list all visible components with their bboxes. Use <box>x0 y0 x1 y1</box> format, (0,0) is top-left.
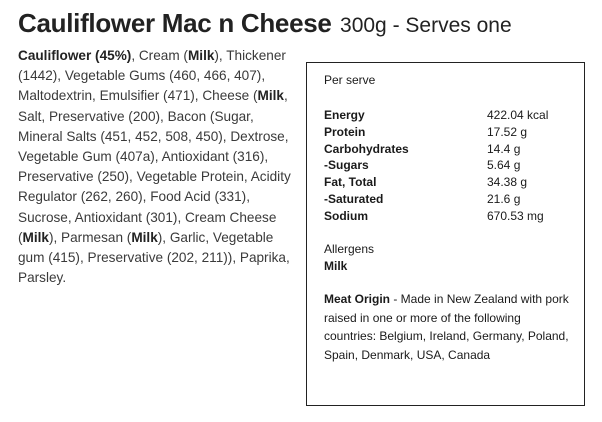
nutrient-value: 422.04 kcal <box>487 108 549 122</box>
per-serve-label: Per serve <box>324 73 376 87</box>
ingredients-list: Cauliflower (45%), Cream (Milk), Thicken… <box>18 46 300 288</box>
nutrient-name: Energy <box>324 108 365 122</box>
ingredient-text: ), Parmesan ( <box>48 229 132 245</box>
nutrient-value: 34.38 g <box>487 175 528 190</box>
meat-origin-section: Meat Origin - Made in New Zealand with p… <box>324 290 576 364</box>
nutrient-value: 670.53 mg <box>487 208 544 223</box>
nutrition-row: Carbohydrates 14.4 g <box>324 141 574 158</box>
nutrition-row: Fat, Total 34.38 g <box>324 174 574 191</box>
ingredient-text: , Salt, Preservative (200), Bacon (Sugar… <box>18 88 291 245</box>
nutrient-value: 14.4 g <box>487 141 521 156</box>
ingredient-text: ), Garlic, Vegetable gum (415), Preserva… <box>18 229 290 286</box>
nutrient-name: Fat, Total <box>324 175 377 190</box>
nutrient-name: Sodium <box>324 208 368 223</box>
product-size-serving: 300g - Serves one <box>340 14 512 37</box>
nutrition-panel: Per serve Energy 422.04 kcal Protein 17.… <box>306 62 585 406</box>
meat-origin-text: - Made in New Zealand with pork raised i… <box>324 292 569 362</box>
ingredient-highlight: Milk <box>131 229 158 245</box>
nutrient-name: -Sugars <box>324 158 369 173</box>
nutrient-name: -Saturated <box>324 191 384 206</box>
nutrition-table: Energy 422.04 kcal Protein 17.52 g Carbo… <box>324 107 574 225</box>
ingredient-highlight: Milk <box>22 229 49 245</box>
nutrient-name: Protein <box>324 124 366 139</box>
ingredient-text: ), Thickener (1442), Vegetable Gums (460… <box>18 48 286 104</box>
product-name: Cauliflower Mac n Cheese <box>18 8 332 38</box>
nutrition-row: Energy 422.04 kcal <box>324 107 574 124</box>
allergens-section: Allergens Milk <box>324 241 374 275</box>
nutrient-value: 21.6 g <box>487 191 521 206</box>
nutrition-row: -Sugars 5.64 g <box>324 157 574 174</box>
ingredient-highlight: Cauliflower (45%) <box>18 48 132 63</box>
nutrition-row: Sodium 670.53 mg <box>324 208 574 225</box>
meat-origin-label: Meat Origin <box>324 292 391 306</box>
nutrition-row: Protein 17.52 g <box>324 124 574 141</box>
allergens-label: Allergens <box>324 242 375 256</box>
nutrient-value: 5.64 g <box>487 158 521 173</box>
nutrition-row: -Saturated 21.6 g <box>324 191 574 208</box>
ingredient-highlight: Milk <box>187 48 215 63</box>
product-title: Cauliflower Mac n Cheese 300g - Serves o… <box>18 8 512 39</box>
ingredient-highlight: Milk <box>257 88 284 104</box>
nutrient-name: Carbohydrates <box>324 141 409 156</box>
nutrient-value: 17.52 g <box>487 124 528 139</box>
ingredient-text: , Cream ( <box>131 48 188 63</box>
allergens-items: Milk <box>324 259 348 273</box>
